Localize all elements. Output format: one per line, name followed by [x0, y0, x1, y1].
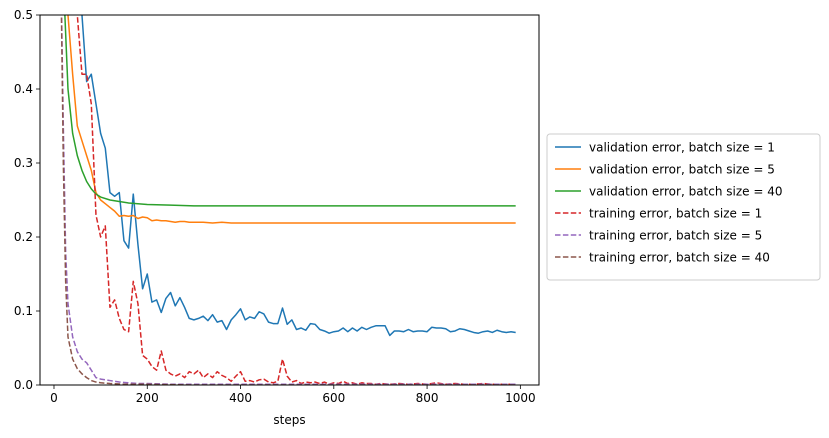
y-tick-label: 0.5: [14, 8, 33, 22]
x-axis-ticks: 0 200 400 600 800 1000: [50, 385, 536, 405]
x-axis-label: steps: [273, 413, 305, 427]
y-tick-label: 0.3: [14, 156, 33, 170]
x-tick-label: 0: [50, 391, 58, 405]
legend-label-2: validation error, batch size = 5: [589, 163, 775, 177]
y-tick-label: 0.4: [14, 82, 33, 96]
x-tick-label: 800: [416, 391, 439, 405]
legend-label-4: training error, batch size = 1: [589, 207, 762, 221]
legend-label-3: validation error, batch size = 40: [589, 185, 783, 199]
series-line-5: [60, 15, 516, 385]
plot-frame: [39, 14, 540, 386]
legend: validation error, batch size = 1 validati…: [546, 133, 821, 281]
y-axis-ticks: 0.0 0.1 0.2 0.3 0.4 0.5: [14, 8, 40, 392]
x-tick-label: 600: [322, 391, 345, 405]
y-tick-label: 0.1: [14, 304, 33, 318]
legend-label-6: training error, batch size = 40: [589, 251, 770, 265]
x-tick-label: 400: [229, 391, 252, 405]
series-line-3: [64, 15, 516, 207]
series-line-6: [60, 15, 516, 385]
series-line-1: [63, 15, 516, 337]
y-tick-label: 0.2: [14, 230, 33, 244]
legend-label-5: training error, batch size = 5: [589, 229, 762, 243]
legend-frame: [546, 133, 821, 281]
y-tick-label: 0.0: [14, 378, 33, 392]
series-line-4: [76, 15, 516, 385]
series-layer: [60, 15, 516, 385]
x-tick-label: 200: [136, 391, 159, 405]
legend-label-1: validation error, batch size = 1: [589, 141, 775, 155]
x-tick-label: 1000: [505, 391, 536, 405]
series-line-2: [67, 15, 516, 224]
